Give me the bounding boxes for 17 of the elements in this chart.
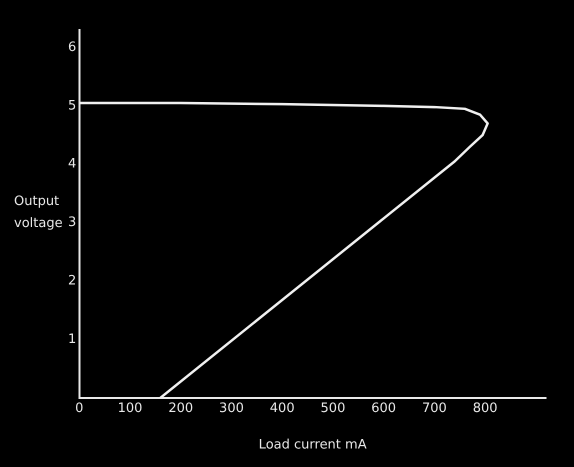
- x-axis-title: Load current mA: [258, 438, 367, 453]
- x-tick-label: 700: [422, 400, 447, 416]
- x-tick-label: 0: [75, 400, 84, 416]
- x-tick-label: 400: [270, 400, 295, 416]
- x-tick-label: 800: [472, 400, 498, 416]
- x-tick-label: 300: [219, 400, 244, 416]
- y-tick-label: 4: [68, 156, 76, 172]
- y-axis-title: Output voltage: [14, 194, 63, 232]
- x-tick-label: 600: [371, 400, 396, 416]
- y-tick-label: 1: [68, 332, 76, 347]
- x-tick-label: 500: [320, 400, 346, 416]
- y-tick-label: 3: [68, 215, 76, 230]
- y-tick-label: 5: [68, 98, 76, 114]
- y-tick-label: 6: [68, 40, 76, 55]
- y-tick-label: 2: [68, 273, 76, 288]
- x-tick-label: 200: [168, 400, 194, 416]
- x-tick-label: 100: [118, 400, 142, 416]
